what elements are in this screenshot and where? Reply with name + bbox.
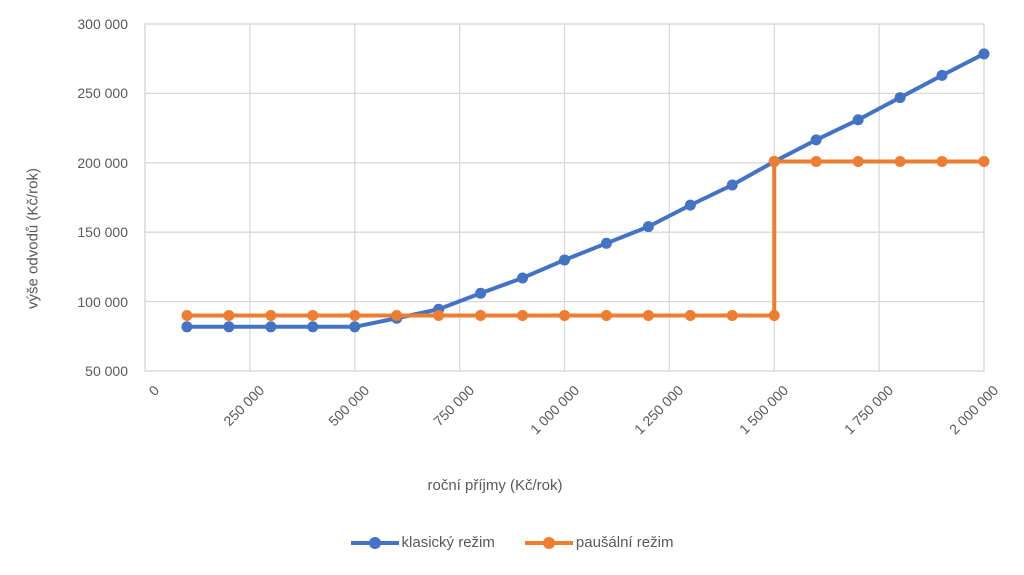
- y-tick-label: 250 000: [77, 85, 128, 102]
- legend-marker-dot-icon: [368, 536, 381, 549]
- y-tick-label: 100 000: [77, 293, 128, 310]
- legend-line-marker-icon: [350, 536, 399, 549]
- y-axis-title: výše odvodů (Kč/rok): [24, 168, 42, 309]
- y-tick-label: 50 000: [85, 363, 128, 379]
- legend-label-pausalni-rezim: paušální režim: [575, 534, 674, 551]
- legend-item-klasicky-rezim: klasický režim: [350, 534, 495, 551]
- legend-marker-dot-icon: [542, 536, 555, 549]
- legend-item-pausalni-rezim: paušální režim: [524, 534, 674, 551]
- legend-line-marker-icon: [524, 536, 573, 549]
- legend-label-klasicky-rezim: klasický režim: [401, 534, 495, 551]
- legend: klasický režim paušální režim: [0, 534, 1024, 551]
- y-tick-label: 300 000: [77, 16, 128, 32]
- y-tick-label: 150 000: [77, 224, 128, 241]
- x-axis-title: roční příjmy (Kč/rok): [427, 477, 563, 494]
- y-tick-label: 200 000: [77, 154, 128, 171]
